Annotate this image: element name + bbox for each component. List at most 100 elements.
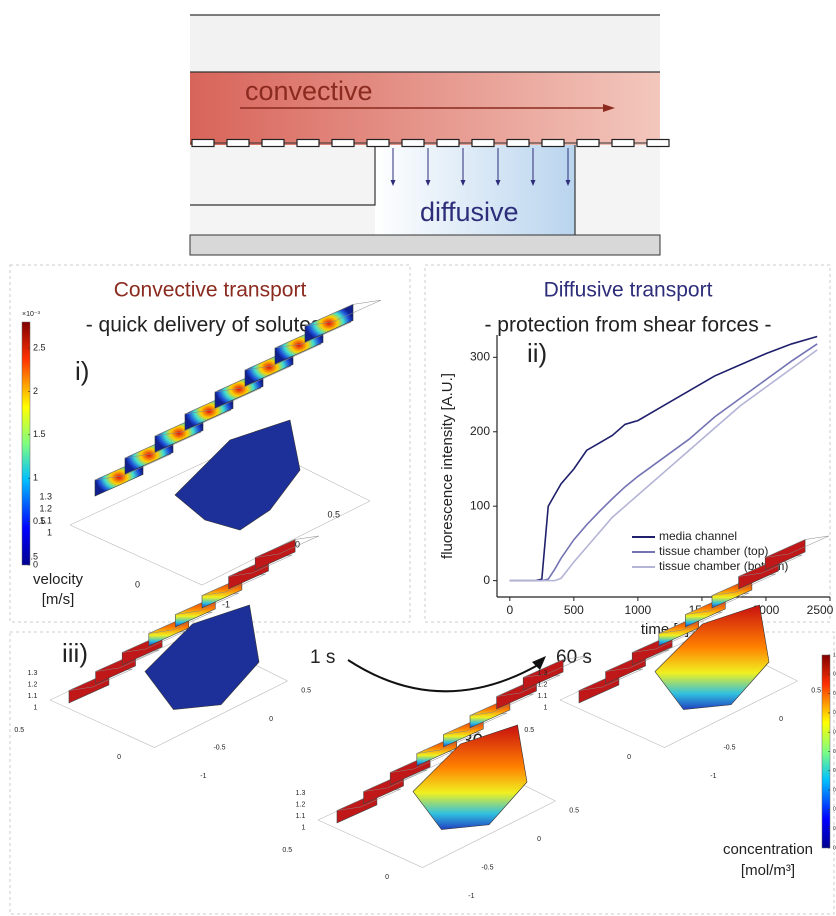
series-line — [509, 335, 818, 582]
tissue-chamber — [375, 145, 575, 235]
panel-label: i) — [75, 356, 89, 386]
colorbar-tick-label: 0.5 — [33, 516, 46, 526]
channel — [654, 604, 770, 710]
slab-top — [523, 655, 587, 678]
axis-tick-label: 1.1 — [28, 693, 38, 700]
arrow-head — [495, 180, 501, 186]
membrane — [190, 138, 670, 148]
diffusion-arrows — [390, 148, 571, 186]
arrow-head — [460, 180, 466, 186]
pore — [191, 138, 215, 148]
y-tick-label: 0 — [483, 573, 490, 587]
colorbar-tick-label: 2 — [33, 386, 38, 396]
colorbar-tick-label: 1 — [33, 473, 38, 483]
slab-top — [255, 535, 319, 558]
time-label: 1 s — [310, 647, 335, 668]
axis-tick-label: 0 — [537, 836, 541, 843]
axis-tick-label: -1 — [222, 599, 230, 609]
pore — [541, 138, 565, 148]
x-tick-label: 500 — [564, 603, 584, 617]
x-tick-label: 0 — [506, 603, 513, 617]
axis-tick-label: 1.1 — [39, 515, 52, 525]
axis-tick-label: 1.2 — [28, 682, 38, 689]
schematic: convective diffusive — [189, 14, 670, 256]
colorbar-quantity: concentration — [723, 841, 813, 858]
colorbar-tick-label: 0.4 — [833, 768, 836, 774]
colorbar-tick-label: 0.1 — [833, 826, 836, 832]
axis-tick-label: 1 — [33, 704, 37, 711]
axis-frame — [49, 680, 288, 748]
bottom-layer — [189, 234, 661, 256]
axis-tick-label: -0.5 — [213, 744, 225, 751]
y-tick-label: 300 — [470, 350, 490, 364]
axis-tick-label: 1.2 — [538, 682, 548, 689]
time-label: 60 s — [556, 647, 592, 668]
panel-frame — [424, 264, 831, 623]
pore — [296, 138, 320, 148]
axis-tick-label: 1.2 — [296, 802, 306, 809]
panel-title: Convective transport — [114, 279, 307, 302]
colorbar-quantity: velocity — [33, 571, 84, 588]
simulation-3d: 1.31.21.110.50-0.5-10.501.31.21.110.50-0… — [14, 535, 829, 900]
y-tick-label: 200 — [470, 424, 490, 438]
axis-tick-label: -0.5 — [481, 864, 493, 871]
colorbar-unit: [m/s] — [42, 591, 75, 608]
panel-frame — [9, 631, 835, 915]
axis-tick-label: 1.2 — [39, 503, 52, 513]
axis-frame — [69, 500, 371, 586]
arrow-head — [565, 180, 571, 186]
axis-tick-label: 0 — [779, 716, 783, 723]
top-channel — [190, 15, 660, 72]
panel-label: ii) — [527, 338, 547, 368]
x-tick-label: 1000 — [625, 603, 652, 617]
channel — [144, 604, 260, 710]
arrow-head — [532, 656, 546, 670]
arrow-head — [425, 180, 431, 186]
axis-tick-label: 0 — [295, 539, 300, 549]
axis-tick-label: -1 — [468, 893, 474, 900]
axis-tick-label: 1.1 — [538, 693, 548, 700]
pore — [471, 138, 495, 148]
pore — [576, 138, 600, 148]
colorbar-unit: [mol/m³] — [741, 862, 795, 879]
pore — [401, 138, 425, 148]
pore — [506, 138, 530, 148]
axis-tick-label: 0 — [135, 579, 140, 589]
wall — [190, 145, 376, 206]
axis-tick-label: 1.1 — [296, 813, 306, 820]
axis-tick-label: 0.5 — [811, 687, 821, 694]
axis-tick-label: 1 — [543, 704, 547, 711]
x-tick-label: 2500 — [807, 603, 834, 617]
axis-tick-label: 0 — [627, 754, 631, 761]
colorbar-tick-label: 0 — [33, 559, 38, 569]
panel-subtitle: - protection from shear forces - — [484, 314, 771, 337]
pore — [611, 138, 635, 148]
slab-top — [765, 535, 829, 558]
colorbar-tick-label: 0.2 — [833, 807, 836, 813]
colorbar-tick-label: 0.9 — [833, 672, 836, 678]
axis-tick-label: 0 — [117, 754, 121, 761]
pore — [261, 138, 285, 148]
pore — [646, 138, 670, 148]
axis-tick-label: 0.5 — [282, 847, 292, 854]
slab-top — [304, 299, 382, 327]
series-line — [509, 349, 818, 582]
pore — [436, 138, 460, 148]
pore — [331, 138, 355, 148]
y-axis-label: fluorescence intensity [A.U.] — [439, 373, 456, 559]
time-arrow — [347, 659, 539, 693]
axis-tick-label: 0 — [385, 874, 389, 881]
colorbar — [21, 321, 31, 566]
channel — [412, 724, 528, 830]
arrow-head — [390, 180, 396, 186]
axis-tick-label: 1 — [47, 527, 52, 537]
axis-tick-label: 0.5 — [524, 727, 534, 734]
arrow-head — [603, 104, 615, 112]
axis-tick-label: 0.5 — [327, 509, 340, 519]
arrow-head — [530, 180, 536, 186]
line-chart: 010020030005001000150020002500time [s]fl… — [439, 335, 834, 638]
axis-tick-label: 0 — [269, 716, 273, 723]
schematic-label: convective — [245, 76, 373, 106]
colorbar-tick-label: 1.5 — [33, 429, 46, 439]
